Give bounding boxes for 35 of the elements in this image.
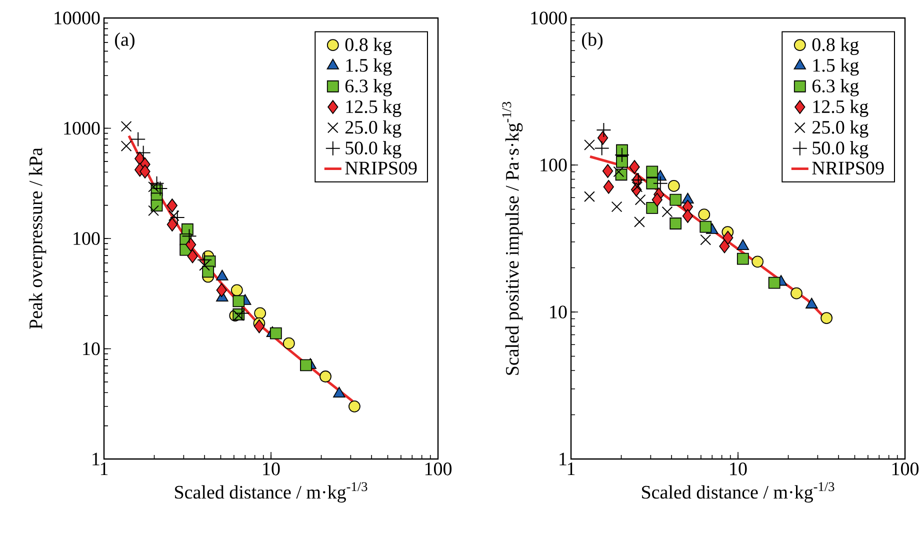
y-tick-label: 10 — [550, 306, 567, 318]
legend-label: 6.3 kg — [812, 79, 859, 96]
y-axis-title: Scaled positive impulse / Pa·s·kg$^{-1/3}$ — [502, 102, 523, 375]
legend-label: 1.5 kg — [346, 58, 392, 76]
x-tick-label: 1 — [568, 462, 575, 476]
y-tick-label: 100 — [74, 232, 100, 245]
y-tick-label: 10 — [83, 342, 100, 356]
legend-label: 25.0 kg — [812, 120, 868, 138]
annotation: (a) — [115, 32, 134, 50]
legend-label: 50.0 kg — [346, 141, 402, 158]
x-tick-label: 10 — [730, 462, 747, 476]
legend-label: NRIPS09 — [812, 162, 884, 175]
x-tick-label: 10 — [263, 462, 280, 476]
legend-label: 25.0 kg — [345, 120, 402, 138]
y-tick-label: 1000 — [64, 122, 100, 135]
y-axis-title: Peak overpressure / kPa — [28, 148, 46, 329]
x-tick-label: 100 — [892, 462, 919, 476]
legend-label: 1.5 kg — [813, 58, 859, 76]
y-tick-label: 100 — [540, 158, 567, 172]
y-tick-label: 1 — [560, 452, 566, 466]
y-tick-label: 10000 — [54, 12, 100, 24]
legend-label: 50.0 kg — [812, 141, 868, 158]
legend-label: 0.8 kg — [345, 38, 392, 55]
legend-label: NRIPS09 — [345, 162, 417, 175]
legend-label: 12.5 kg — [813, 100, 868, 117]
legend-label: 12.5 kg — [346, 100, 402, 117]
x-tick-label: 100 — [425, 462, 452, 476]
legend-label: 0.8 kg — [812, 38, 859, 55]
annotation: (b) — [582, 32, 603, 50]
y-tick-label: 1000 — [531, 12, 567, 24]
x-axis-title: Scaled distance / m·kg$^{-1/3}$ — [175, 482, 368, 503]
x-axis-title: Scaled distance / m·kg$^{-1/3}$ — [642, 482, 834, 503]
x-tick-label: 1 — [100, 462, 108, 476]
y-tick-label: 1 — [92, 452, 100, 466]
legend-label: 6.3 kg — [345, 79, 392, 96]
